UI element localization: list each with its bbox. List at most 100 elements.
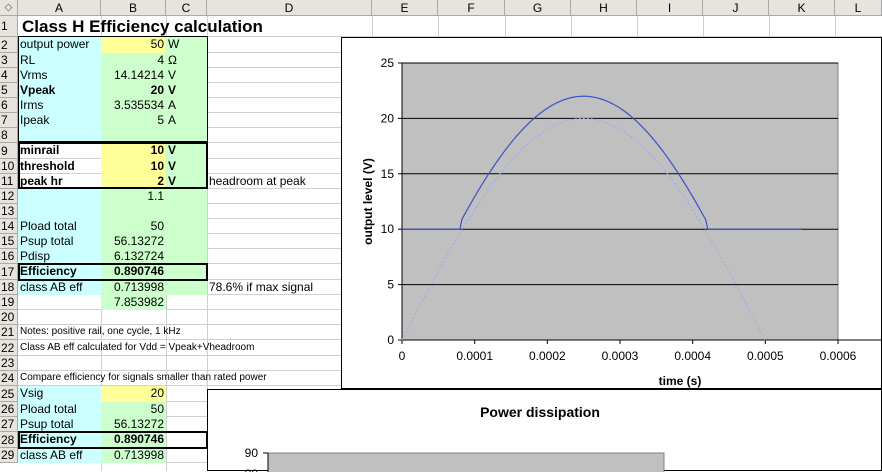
row-header-18[interactable]: 18 bbox=[0, 280, 18, 295]
row-header-9[interactable]: 9 bbox=[0, 143, 18, 159]
cell-a16-bg[interactable] bbox=[18, 249, 101, 264]
value-cell-b26[interactable]: 50 bbox=[101, 402, 166, 417]
row-header-4[interactable]: 4 bbox=[0, 68, 18, 83]
row-header-15[interactable]: 15 bbox=[0, 234, 18, 249]
output-level-chart[interactable]: 0 5 10 15 20 25 0 0.0001 0.0002 0.0003 0.0004 0.000… bbox=[341, 37, 882, 389]
label-vpeak[interactable]: Vpeak bbox=[18, 83, 101, 98]
value-cell-b11[interactable]: 2 bbox=[101, 174, 166, 189]
value-cell-b3[interactable]: 4 bbox=[101, 53, 166, 68]
unit-cell-c4[interactable]: V bbox=[166, 68, 207, 83]
value-cell-b27[interactable]: 56.13272 bbox=[101, 417, 166, 432]
row-header-6[interactable]: 6 bbox=[0, 98, 18, 113]
note-cell-d11[interactable]: headroom at peak bbox=[209, 174, 306, 188]
value-cell-b16[interactable]: 6.132724 bbox=[101, 249, 166, 264]
label-threshold[interactable]: threshold bbox=[20, 159, 75, 173]
label-psup-total[interactable]: Psup total bbox=[20, 234, 74, 248]
cell-c13-bg[interactable] bbox=[166, 204, 207, 219]
label-class-ab-eff[interactable]: class AB eff bbox=[20, 280, 83, 294]
sheet-title[interactable]: Class H Efficiency calculation bbox=[22, 17, 263, 36]
cell-a7-bg[interactable] bbox=[18, 113, 101, 128]
unit-cell-c2[interactable]: W bbox=[166, 37, 207, 53]
column-header-e[interactable]: E bbox=[372, 0, 438, 16]
label-pdisp[interactable]: Pdisp bbox=[20, 249, 51, 263]
row-header-20[interactable]: 20 bbox=[0, 310, 18, 325]
unit-cell-c5[interactable]: V bbox=[166, 83, 207, 98]
column-header-l[interactable]: L bbox=[835, 0, 882, 16]
label-vrms[interactable]: Vrms bbox=[20, 68, 48, 82]
power-dissipation-chart[interactable]: Power dissipation 90 80 bbox=[207, 389, 882, 475]
value-cell-b15[interactable]: 56.13272 bbox=[101, 234, 166, 249]
label-peak-hr[interactable]: peak hr bbox=[20, 174, 63, 188]
cell-a13-bg[interactable] bbox=[18, 204, 101, 219]
column-header-g[interactable]: G bbox=[505, 0, 571, 16]
value-cell-b7[interactable]: 5 bbox=[101, 113, 166, 128]
label-pload-total[interactable]: Pload total bbox=[20, 219, 77, 233]
row-header-11[interactable]: 11 bbox=[0, 174, 18, 189]
row-header-29[interactable]: 29 bbox=[0, 448, 18, 463]
row-header-14[interactable]: 14 bbox=[0, 219, 18, 234]
row-header-8[interactable]: 8 bbox=[0, 128, 18, 143]
cell-b8-bg[interactable] bbox=[101, 128, 166, 143]
unit-cell-c9[interactable]: V bbox=[166, 143, 207, 159]
row-header-25[interactable]: 25 bbox=[0, 386, 18, 402]
row-header-26[interactable]: 26 bbox=[0, 402, 18, 417]
label-efficiency[interactable]: Efficiency bbox=[20, 432, 77, 446]
column-header-j[interactable]: J bbox=[703, 0, 769, 16]
cell-a29-bg[interactable] bbox=[18, 448, 101, 463]
row-header-24[interactable]: 24 bbox=[0, 371, 18, 386]
label-minrail[interactable]: minrail bbox=[20, 143, 60, 157]
cell-a2-bg[interactable] bbox=[18, 37, 101, 53]
cell-a26-bg[interactable] bbox=[18, 402, 101, 417]
cell-a18-bg[interactable] bbox=[18, 280, 101, 295]
label-class-ab-eff[interactable]: class AB eff bbox=[20, 448, 83, 462]
label-vsig[interactable]: Vsig bbox=[20, 386, 44, 400]
cell-c8-bg[interactable] bbox=[166, 128, 207, 143]
value-cell-b14[interactable]: 50 bbox=[101, 219, 166, 234]
value-cell-b12[interactable]: 1.1 bbox=[101, 189, 166, 204]
value-cell-b25[interactable]: 20 bbox=[101, 386, 166, 402]
cell-a15-bg[interactable] bbox=[18, 234, 101, 249]
column-header-i[interactable]: I bbox=[637, 0, 703, 16]
value-cell-b19[interactable]: 7.853982 bbox=[101, 295, 166, 310]
note-row-22[interactable]: Class AB eff calculated for Vdd = Vpeak+… bbox=[20, 342, 255, 353]
label-efficiency[interactable]: Efficiency bbox=[20, 264, 77, 278]
cell-c17-bg[interactable] bbox=[166, 264, 207, 280]
unit-cell-c6[interactable]: A bbox=[166, 98, 207, 113]
row-header-5[interactable]: 5 bbox=[0, 83, 18, 98]
note-cell-d18[interactable]: 78.6% if max signal bbox=[209, 280, 314, 294]
note-row-21[interactable]: Notes: positive rail, one cycle, 1 kHz bbox=[20, 326, 181, 337]
value-cell-b4[interactable]: 14.14214 bbox=[101, 68, 166, 83]
unit-cell-c11[interactable]: V bbox=[166, 174, 207, 189]
cell-c12-bg[interactable] bbox=[166, 189, 207, 204]
row-header-2[interactable]: 2 bbox=[0, 37, 18, 53]
cell-a3-bg[interactable] bbox=[18, 53, 101, 68]
cell-a17-bg[interactable] bbox=[18, 264, 101, 280]
select-all-corner[interactable]: ◇ bbox=[0, 0, 18, 16]
value-cell-b2[interactable]: 50 bbox=[101, 37, 166, 53]
row-header-10[interactable]: 10 bbox=[0, 159, 18, 174]
row-header-23[interactable]: 23 bbox=[0, 356, 18, 371]
row-header-28[interactable]: 28 bbox=[0, 432, 18, 448]
column-header-f[interactable]: F bbox=[438, 0, 505, 16]
value-cell-b17[interactable]: 0.890746 bbox=[101, 264, 166, 280]
cell-a25-bg[interactable] bbox=[18, 386, 101, 402]
cell-c15-bg[interactable] bbox=[166, 234, 207, 249]
cell-a4-bg[interactable] bbox=[18, 68, 101, 83]
unit-cell-c7[interactable]: A bbox=[166, 113, 207, 128]
row-header-27[interactable]: 27 bbox=[0, 417, 18, 432]
column-header-d[interactable]: D bbox=[207, 0, 372, 16]
label-output-power[interactable]: output power bbox=[20, 37, 90, 51]
row-header-19[interactable]: 19 bbox=[0, 295, 18, 310]
value-cell-b6[interactable]: 3.535534 bbox=[101, 98, 166, 113]
value-cell-b9[interactable]: 10 bbox=[101, 143, 166, 159]
cell-a28-bg[interactable] bbox=[18, 432, 101, 448]
cell-a14-bg[interactable] bbox=[18, 219, 101, 234]
label-psup-total[interactable]: Psup total bbox=[20, 417, 74, 431]
value-cell-b10[interactable]: 10 bbox=[101, 159, 166, 174]
column-header-b[interactable]: B bbox=[101, 0, 166, 16]
row-header-1[interactable]: 1 bbox=[0, 16, 18, 37]
row-header-22[interactable]: 22 bbox=[0, 340, 18, 356]
label-rl[interactable]: RL bbox=[20, 53, 36, 67]
cell-a8-bg[interactable] bbox=[18, 128, 101, 143]
value-cell-b29[interactable]: 0.713998 bbox=[101, 448, 166, 463]
